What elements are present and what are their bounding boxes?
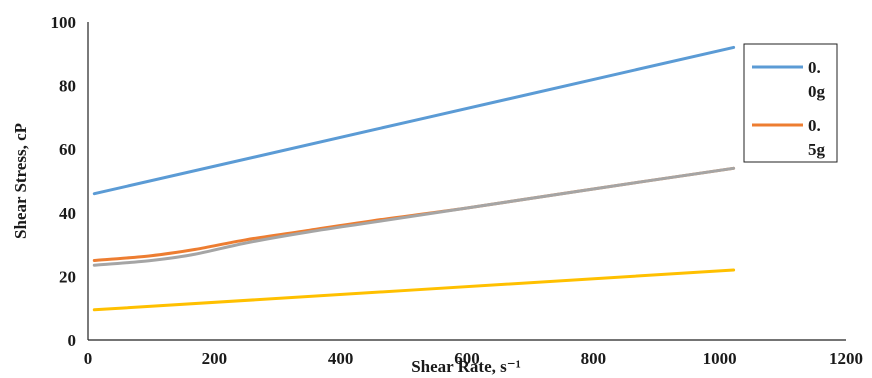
legend-label-2: 5g [808, 140, 826, 159]
plot-area [87, 22, 846, 341]
series-line-1 [92, 45, 736, 196]
x-tick-label: 0 [84, 349, 93, 368]
y-tick-label: 60 [59, 140, 76, 159]
legend-label-1: 0g [808, 82, 826, 101]
legend-label-1: 0. [808, 58, 821, 77]
y-tick-label: 100 [51, 13, 77, 32]
x-tick-label: 800 [581, 349, 607, 368]
y-tick-label: 0 [68, 331, 77, 350]
x-tick-label: 1200 [829, 349, 863, 368]
x-tick-labels: 0 200 400 600 800 1000 1200 [84, 349, 863, 368]
x-tick-label: 1000 [703, 349, 737, 368]
legend-box [743, 43, 838, 163]
series-lines [92, 45, 736, 312]
x-tick-label: 200 [202, 349, 228, 368]
x-tick-label: 400 [328, 349, 354, 368]
y-tick-label: 80 [59, 77, 76, 96]
series-line-4 [92, 268, 736, 312]
legend-label-2: 0. [808, 116, 821, 135]
y-tick-label: 40 [59, 204, 76, 223]
x-tick-label: 600 [454, 349, 480, 368]
legend: 0. 0g 0. 5g [743, 43, 838, 163]
y-tick-label: 20 [59, 267, 76, 286]
y-tick-labels: 0 20 40 60 80 100 [51, 13, 77, 350]
y-axis-title: Shear Stress, cP [11, 123, 30, 239]
series-line-3 [92, 166, 736, 267]
x-axis-title: Shear Rate, s⁻¹ [411, 357, 521, 376]
